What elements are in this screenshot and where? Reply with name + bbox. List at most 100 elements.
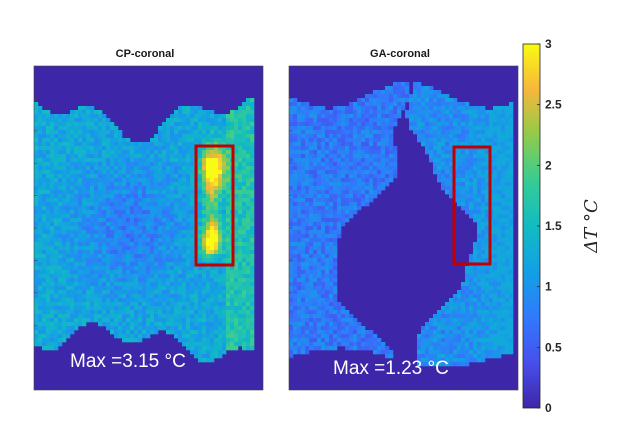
- heatmap-cell: [242, 142, 247, 147]
- heatmap-cell: [477, 234, 482, 239]
- heatmap-cell: [110, 206, 115, 211]
- heatmap-cell: [106, 186, 111, 191]
- heatmap-cell: [230, 122, 235, 127]
- heatmap-cell: [102, 146, 107, 151]
- heatmap-cell: [413, 130, 418, 135]
- heatmap-cell: [497, 218, 502, 223]
- heatmap-cell: [98, 250, 103, 255]
- heatmap-cell: [297, 102, 302, 107]
- heatmap-cell: [305, 142, 310, 147]
- heatmap-cell: [469, 174, 474, 179]
- heatmap-cell: [138, 170, 143, 175]
- heatmap-cell: [349, 174, 354, 179]
- heatmap-cell: [150, 310, 155, 315]
- heatmap-cell: [86, 110, 91, 115]
- heatmap-cell: [102, 238, 107, 243]
- heatmap-cell: [246, 190, 251, 195]
- heatmap-cell: [333, 162, 338, 167]
- heatmap-cell: [214, 186, 219, 191]
- heatmap-cell: [361, 162, 366, 167]
- heatmap-cell: [190, 106, 195, 111]
- heatmap-cell: [361, 138, 366, 143]
- heatmap-cell: [82, 186, 87, 191]
- heatmap-cell: [361, 154, 366, 159]
- heatmap-cell: [166, 218, 171, 223]
- heatmap-cell: [226, 290, 231, 295]
- heatmap-cell: [126, 206, 131, 211]
- heatmap-cell: [297, 262, 302, 267]
- heatmap-cell: [222, 210, 227, 215]
- heatmap-cell: [182, 274, 187, 279]
- heatmap-cell: [206, 150, 211, 155]
- heatmap-cell: [353, 210, 358, 215]
- heatmap-cell: [250, 342, 255, 347]
- heatmap-cell: [46, 302, 51, 307]
- heatmap-cell: [218, 278, 223, 283]
- heatmap-cell: [325, 126, 330, 131]
- heatmap-cell: [345, 146, 350, 151]
- heatmap-cell: [62, 222, 67, 227]
- heatmap-cell: [218, 238, 223, 243]
- heatmap-cell: [250, 278, 255, 283]
- heatmap-cell: [325, 190, 330, 195]
- heatmap-cell: [497, 114, 502, 119]
- heatmap-cell: [170, 186, 175, 191]
- heatmap-cell: [226, 186, 231, 191]
- heatmap-cell: [485, 218, 490, 223]
- heatmap-cell: [337, 170, 342, 175]
- heatmap-cell: [222, 174, 227, 179]
- heatmap-cell: [82, 114, 87, 119]
- heatmap-cell: [218, 210, 223, 215]
- heatmap-cell: [50, 238, 55, 243]
- heatmap-cell: [34, 154, 39, 159]
- heatmap-cell: [301, 198, 306, 203]
- heatmap-cell: [130, 202, 135, 207]
- heatmap-cell: [186, 218, 191, 223]
- heatmap-cell: [333, 254, 338, 259]
- heatmap-cell: [377, 106, 382, 111]
- heatmap-cell: [130, 234, 135, 239]
- heatmap-cell: [114, 282, 119, 287]
- heatmap-cell: [501, 170, 506, 175]
- heatmap-cell: [465, 286, 470, 291]
- heatmap-cell: [46, 170, 51, 175]
- heatmap-cell: [206, 330, 211, 335]
- heatmap-cell: [58, 234, 63, 239]
- heatmap-cell: [214, 198, 219, 203]
- heatmap-cell: [238, 306, 243, 311]
- heatmap-cell: [190, 150, 195, 155]
- heatmap-cell: [194, 290, 199, 295]
- heatmap-cell: [413, 90, 418, 95]
- heatmap-cell: [214, 230, 219, 235]
- heatmap-cell: [70, 190, 75, 195]
- heatmap-cell: [313, 130, 318, 135]
- heatmap-cell: [481, 142, 486, 147]
- heatmap-cell: [493, 278, 498, 283]
- heatmap-cell: [174, 166, 179, 171]
- heatmap-cell: [457, 114, 462, 119]
- heatmap-cell: [46, 218, 51, 223]
- heatmap-cell: [162, 242, 167, 247]
- heatmap-cell: [449, 122, 454, 127]
- heatmap-cell: [74, 254, 79, 259]
- heatmap-cell: [162, 154, 167, 159]
- heatmap-cell: [74, 234, 79, 239]
- heatmap-cell: [441, 114, 446, 119]
- heatmap-cell: [313, 226, 318, 231]
- heatmap-cell: [218, 198, 223, 203]
- heatmap-cell: [42, 206, 47, 211]
- heatmap-cell: [481, 286, 486, 291]
- heatmap-cell: [493, 114, 498, 119]
- heatmap-cell: [142, 234, 147, 239]
- heatmap-cell: [329, 254, 334, 259]
- heatmap-cell: [94, 178, 99, 183]
- heatmap-cell: [130, 210, 135, 215]
- heatmap-cell: [106, 278, 111, 283]
- heatmap-cell: [509, 290, 514, 295]
- heatmap-cell: [465, 150, 470, 155]
- heatmap-cell: [301, 202, 306, 207]
- heatmap-cell: [46, 250, 51, 255]
- heatmap-cell: [134, 314, 139, 319]
- heatmap-cell: [70, 250, 75, 255]
- heatmap-cell: [477, 198, 482, 203]
